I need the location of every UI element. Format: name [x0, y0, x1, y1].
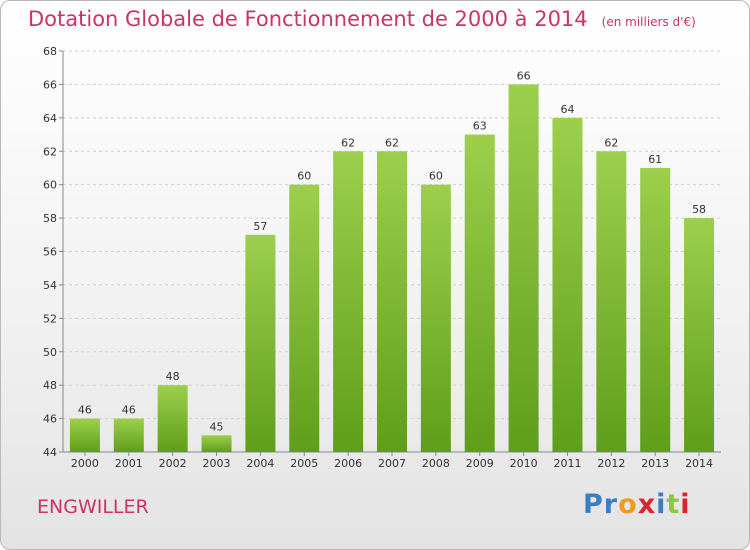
- data-label: 60: [297, 170, 311, 183]
- data-label: 62: [341, 136, 355, 149]
- bar: [113, 418, 144, 452]
- y-tick-label: 46: [43, 413, 57, 426]
- x-tick-label: 2013: [641, 457, 669, 470]
- y-tick-label: 68: [43, 45, 57, 58]
- x-tick-label: 2006: [334, 457, 362, 470]
- bar: [684, 218, 715, 452]
- bar: [508, 84, 539, 453]
- logo-letter: t: [666, 489, 681, 520]
- data-label: 45: [210, 420, 224, 433]
- bar: [377, 151, 407, 452]
- unit-text: (en milliers d'€): [601, 15, 696, 29]
- data-label: 46: [122, 404, 136, 417]
- x-tick-label: 2008: [422, 457, 450, 470]
- data-label: 66: [517, 69, 531, 82]
- bar: [464, 134, 495, 452]
- x-tick-label: 2011: [553, 457, 581, 470]
- title-text: Dotation Globale de Fonctionnement de 20…: [28, 7, 588, 31]
- logo-letter: x: [637, 489, 657, 520]
- x-tick-label: 2012: [597, 457, 625, 470]
- y-tick-label: 60: [43, 179, 57, 192]
- x-tick-label: 2005: [290, 457, 318, 470]
- bar: [69, 418, 100, 452]
- bar: [420, 184, 451, 452]
- data-label: 62: [385, 136, 399, 149]
- bar: [640, 167, 671, 453]
- y-tick-label: 66: [43, 78, 57, 91]
- logo-letter: r: [603, 489, 619, 520]
- data-label: 61: [648, 153, 662, 166]
- bar: [552, 117, 583, 452]
- bar: [201, 435, 232, 452]
- y-tick-label: 50: [43, 346, 57, 359]
- y-tick-label: 48: [43, 379, 57, 392]
- data-label: 46: [78, 404, 92, 417]
- x-tick-label: 2014: [685, 457, 713, 470]
- y-tick-label: 56: [43, 246, 57, 259]
- x-tick-label: 2003: [203, 457, 231, 470]
- x-tick-label: 2009: [466, 457, 494, 470]
- y-tick-label: 52: [43, 312, 57, 325]
- x-tick-label: 2010: [510, 457, 538, 470]
- commune-name: ENGWILLER: [37, 496, 149, 518]
- data-label: 63: [473, 120, 487, 133]
- data-label: 60: [429, 170, 443, 183]
- logo-letter: i: [680, 489, 691, 520]
- chart-title: Dotation Globale de Fonctionnement de 20…: [28, 7, 696, 31]
- bar: [333, 151, 364, 452]
- logo-letter: P: [583, 489, 604, 520]
- y-tick-label: 64: [43, 112, 57, 125]
- y-tick-label: 62: [43, 145, 57, 158]
- data-label: 57: [253, 220, 267, 233]
- x-tick-label: 2002: [159, 457, 187, 470]
- x-tick-label: 2000: [71, 457, 99, 470]
- bar: [596, 151, 627, 452]
- y-tick-label: 44: [43, 446, 57, 459]
- data-label: 64: [560, 103, 574, 116]
- data-label: 62: [604, 136, 618, 149]
- x-tick-label: 2007: [378, 457, 406, 470]
- logo-letter: o: [618, 489, 638, 520]
- x-tick-label: 2004: [246, 457, 274, 470]
- bar: [245, 234, 276, 452]
- logo-letter: i: [656, 489, 667, 520]
- bar: [157, 385, 188, 452]
- data-label: 48: [166, 370, 180, 383]
- bar: [289, 184, 320, 452]
- y-tick-label: 58: [43, 212, 57, 225]
- data-label: 58: [692, 203, 706, 216]
- x-tick-label: 2001: [115, 457, 143, 470]
- proxiti-logo: Proxiti: [583, 489, 691, 520]
- y-tick-label: 54: [43, 279, 57, 292]
